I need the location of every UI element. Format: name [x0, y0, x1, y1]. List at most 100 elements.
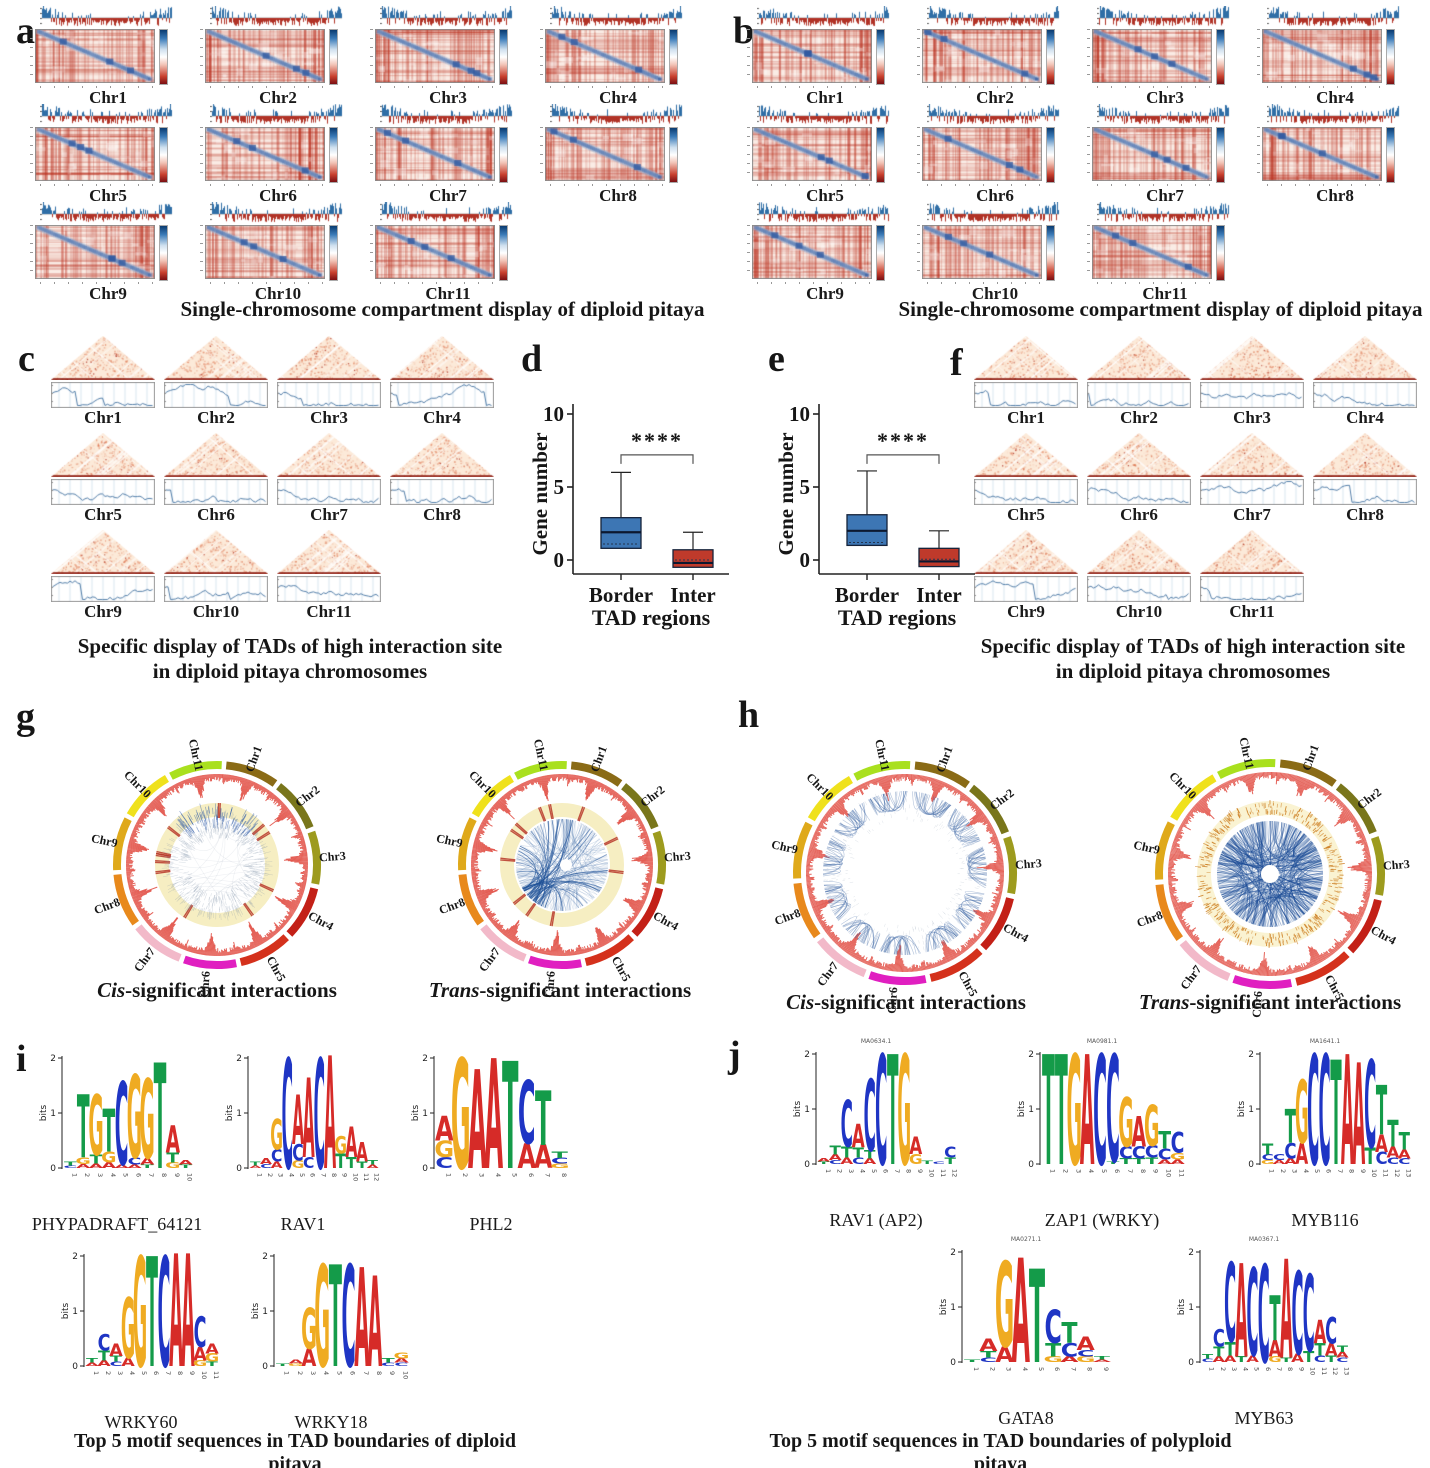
motif-logo-wrky60: 0 1 2 bits A T 1 A T C 2 C T A 3 A G 4 G 5 T 6 C 7 A 8 A 9 G A C 10 T G A 1…: [60, 1223, 222, 1433]
significance-stars: ****: [877, 428, 929, 453]
heatmap-x-ticks: [380, 86, 500, 88]
tad-cell: Chr4: [1312, 336, 1418, 430]
logo-x-tick: 2: [1219, 1367, 1227, 1371]
insulation-profile-plot: [1313, 382, 1417, 408]
logo-letter-C: C: [342, 1239, 356, 1400]
tad-triangle-heatmap: [974, 336, 1078, 380]
logo-letter-A: A: [1295, 1137, 1308, 1171]
panel-letter-d: d: [521, 338, 543, 380]
tad-cell: Chr9: [50, 530, 156, 624]
heatmap-colorbar: [499, 225, 508, 281]
logo-letter-T: T: [853, 1145, 865, 1161]
logo-letter-T: T: [1094, 1355, 1111, 1360]
circos-chromosome-label: Chr9: [435, 831, 464, 850]
panel-c-tad-grid: Chr1 Chr2 Chr3 Chr4 Chr5 Chr6 Chr7 Chr8 Chr9 Chr1…: [50, 336, 495, 624]
insulation-profile-plot: [164, 382, 268, 408]
logo-letter-A: A: [1375, 1130, 1388, 1158]
heatmap-colorbar: [876, 29, 885, 85]
circos-chromosome-label: Chr3: [664, 849, 692, 865]
motif-matrix-id: MA0367.1: [1248, 1236, 1280, 1243]
motif-logo-gata8: MA0271.1 0 1 2 bits T 1 C T A 2 A G 3 A 4 T 5 G T C 6 A C T 7 G C A 8…: [938, 1231, 1114, 1429]
hic-heatmap: [1262, 29, 1382, 83]
heatmap-y-ticks: [30, 225, 33, 279]
panel-h-cis-caption: Cis-significant interactions: [770, 990, 1042, 1015]
logo-letter-C: C: [1171, 1127, 1185, 1160]
tad-triangle-heatmap: [51, 433, 155, 477]
chromosome-label: Chr1: [806, 88, 844, 107]
cis-italic: Cis: [97, 978, 126, 1002]
compartment-eigenvector-track: [1097, 6, 1231, 28]
logo-letter-A: A: [114, 1164, 129, 1169]
insulation-profile-plot: [1200, 479, 1304, 505]
logo-letter-A: A: [863, 1158, 876, 1167]
insulation-profile-plot: [1200, 576, 1304, 602]
logo-x-tick: 4: [1302, 1169, 1310, 1173]
logo-x-tick: 6: [881, 1169, 889, 1173]
compartment-cell: Chr10: [915, 202, 1075, 302]
tad-cell: Chr2: [163, 336, 269, 430]
chromosome-arc-chr6: [1232, 975, 1293, 989]
logo-letter-C: C: [1364, 1037, 1376, 1177]
chromosome-arc-chr9: [113, 817, 132, 871]
logo-letter-G: G: [88, 1079, 103, 1176]
logo-letter-T: T: [1236, 1355, 1248, 1364]
chromosome-label: Chr8: [1346, 505, 1384, 524]
heatmap-x-ticks: [1097, 282, 1217, 284]
logo-letter-A: A: [1157, 1159, 1172, 1166]
motif-matrix-id: MA0271.1: [1010, 1236, 1042, 1243]
heatmap-colorbar: [669, 29, 678, 85]
box-inter: [918, 547, 960, 568]
logo-letter-C: C: [1093, 1025, 1107, 1200]
logo-letter-C: C: [303, 1154, 314, 1172]
tad-triangle-heatmap: [51, 336, 155, 380]
tad-cell: Chr1: [50, 336, 156, 430]
panel-h-trans-circos: Chr1Chr2Chr3Chr4Chr5Chr6Chr7Chr8Chr9Chr1…: [1132, 736, 1410, 1018]
compartment-cell: Chr8: [538, 104, 698, 204]
chromosome-arc-chr2: [1335, 783, 1377, 835]
chromosome-label: Chr6: [197, 505, 235, 524]
hic-heatmap: [922, 225, 1042, 279]
compartment-cell: Chr1: [745, 6, 905, 106]
motif-matrix-id: MA1641.1: [1309, 1038, 1341, 1045]
panel-c-caption: Specific display of TADs of high interac…: [60, 634, 520, 684]
logo-x-tick: 1: [92, 1371, 100, 1375]
heatmap-colorbar: [1386, 127, 1395, 183]
panel-g-cis-circos: Chr1Chr2Chr3Chr4Chr5Chr6Chr7Chr8Chr9Chr1…: [90, 738, 346, 999]
chromosome-label: Chr3: [429, 88, 467, 107]
logo-letter-T: T: [1029, 1244, 1045, 1393]
chromosome-label: Chr9: [84, 602, 122, 621]
logo-x-tick: 5: [298, 1173, 306, 1177]
logo-x-tick: 9: [1297, 1367, 1305, 1371]
logo-x-tick: 6: [152, 1371, 160, 1375]
logo-x-tick: 2: [266, 1173, 274, 1177]
logo-letter-C: C: [1284, 1140, 1296, 1164]
logo-letter-T: T: [102, 1099, 115, 1166]
logo-letter-C: C: [1258, 1237, 1270, 1394]
logo-letter-C: C: [1307, 1026, 1319, 1200]
logo-y-tick: 1: [422, 1109, 428, 1119]
chromosome-arc-chr11: [169, 761, 222, 780]
tad-triangle-heatmap: [277, 336, 381, 380]
chromosome-arc-chr7: [480, 924, 527, 962]
logo-x-tick: 8: [176, 1371, 184, 1375]
heatmap-y-ticks: [1257, 127, 1260, 181]
logo-x-tick: 6: [1053, 1367, 1061, 1371]
logo-y-tick: 1: [804, 1105, 810, 1115]
compartment-eigenvector-track: [757, 104, 891, 126]
logo-letter-C: C: [282, 1030, 293, 1204]
heatmap-x-ticks: [210, 184, 330, 186]
chromosome-arc-chr1: [570, 761, 623, 787]
motif-name: WRKY60: [104, 1412, 178, 1432]
compartment-eigenvector-track: [927, 104, 1061, 126]
tad-triangle-heatmap: [1200, 433, 1304, 477]
heatmap-colorbar: [159, 29, 168, 85]
logo-x-tick: 10: [186, 1173, 194, 1181]
tad-triangle-heatmap: [1200, 530, 1304, 574]
logo-letter-T: T: [1119, 1158, 1132, 1166]
logo-letter-G: G: [1295, 1063, 1309, 1164]
compartment-cell: Chr1: [28, 6, 188, 106]
compartment-cell: Chr3: [368, 6, 528, 106]
logo-y-tick: 2: [50, 1054, 56, 1064]
logo-x-tick: 2: [1061, 1169, 1069, 1173]
logo-letter-A: A: [1336, 1351, 1349, 1360]
